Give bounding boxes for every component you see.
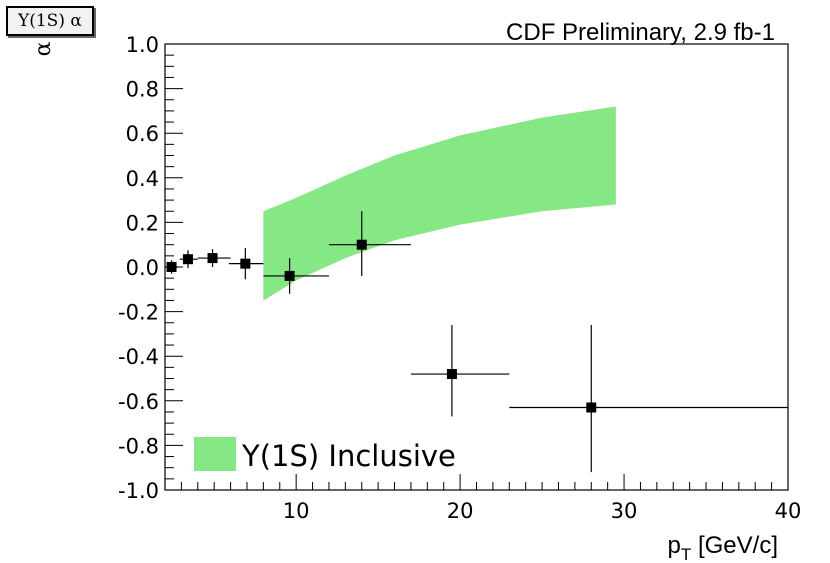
- data-marker: [356, 239, 367, 250]
- y-axis-label: α: [31, 41, 56, 56]
- x-axis-label-sub: T: [681, 545, 691, 563]
- data-point: [410, 324, 510, 417]
- data-point: [228, 248, 264, 280]
- data-point: [197, 249, 231, 267]
- x-tick-label: 40: [775, 499, 802, 523]
- chart-header: CDF Preliminary, 2.9 fb-1: [506, 19, 775, 46]
- x-tick-label: 20: [447, 499, 474, 523]
- data-marker: [284, 270, 295, 281]
- plot-title-box: Y(1S) α: [6, 6, 94, 36]
- data-point: [165, 260, 179, 274]
- data-points-layer: [165, 211, 788, 473]
- y-tick-label: -1.0: [118, 479, 159, 503]
- y-tick-label: 1.0: [126, 33, 159, 57]
- data-marker: [182, 254, 193, 265]
- data-marker: [166, 262, 177, 272]
- legend-swatch: [194, 437, 236, 471]
- data-marker: [240, 258, 251, 269]
- x-axis-label: pT [GeV/c]: [668, 532, 778, 563]
- y-tick-label: 0.8: [126, 78, 159, 102]
- data-marker: [446, 369, 457, 380]
- data-marker: [586, 402, 597, 413]
- y-tick-label: -0.4: [118, 345, 159, 369]
- axes: -1.0 -0.8 -0.6 -0.4 -0.2 0.0 0.2 0.4 0.6 0.8 1.0 10…: [118, 33, 801, 523]
- y-tick-label: 0.0: [126, 256, 159, 280]
- data-point: [263, 258, 329, 294]
- y-tick-label: -0.6: [118, 390, 159, 414]
- data-marker: [207, 253, 218, 264]
- y-tick-label: 0.4: [126, 167, 159, 191]
- plot-frame: [164, 43, 789, 491]
- x-axis-label-unit: [GeV/c]: [691, 532, 778, 559]
- theory-band: [263, 106, 616, 301]
- legend-label: Υ(1S) Inclusive: [241, 439, 456, 473]
- data-point: [179, 250, 198, 269]
- x-tick-label: 10: [283, 499, 310, 523]
- data-point: [328, 211, 411, 276]
- y-tick-label: 0.6: [126, 122, 159, 146]
- y-tick-label: 0.2: [126, 211, 159, 235]
- y-tick-label: -0.8: [118, 434, 159, 458]
- x-axis-label-main: p: [668, 532, 681, 559]
- x-tick-label: 30: [611, 499, 638, 523]
- theory-band-layer: [263, 106, 616, 301]
- y-tick-label: -0.2: [118, 301, 159, 325]
- data-point: [509, 324, 788, 473]
